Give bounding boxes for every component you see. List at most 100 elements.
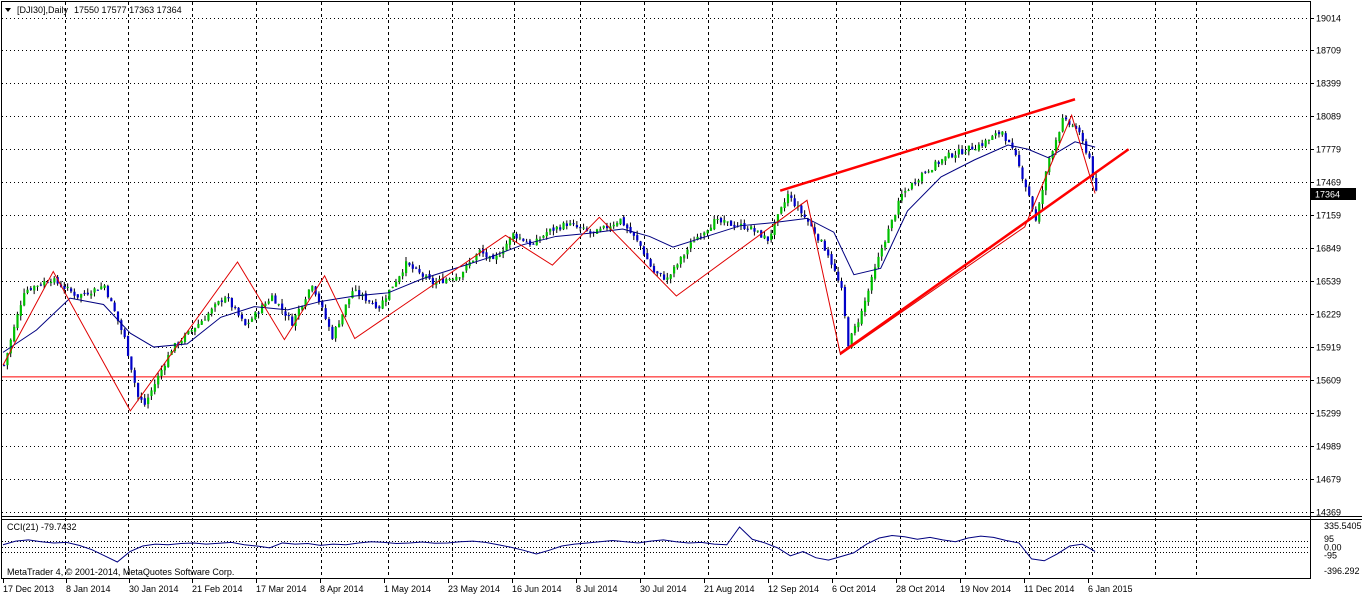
candle-bear	[106, 285, 110, 298]
main-header: [DJI30],Daily 17550 17577 17363 17364	[17, 5, 182, 15]
candle-bull	[247, 322, 250, 324]
candle-bear	[971, 146, 974, 150]
candle-bull	[344, 304, 347, 315]
candle-bear	[997, 131, 1001, 135]
candle-bear	[699, 236, 702, 238]
candle-bull	[954, 155, 957, 158]
candle-bull	[673, 266, 676, 274]
candle-bull	[26, 289, 29, 293]
candle-bear	[234, 307, 237, 309]
candle-bull	[703, 232, 706, 236]
candle-bull	[539, 239, 542, 241]
candle-bull	[726, 221, 729, 223]
time-tick-label: 8 Jan 2014	[66, 584, 111, 594]
candle-bear	[29, 288, 32, 290]
candle-bull	[723, 220, 726, 223]
candle-bear	[652, 265, 656, 273]
candle-bull	[582, 227, 585, 229]
candle-bull	[947, 152, 950, 158]
candle-bull	[187, 330, 190, 335]
time-tick-label: 1 May 2014	[384, 584, 431, 594]
candle-bull	[173, 343, 177, 352]
candle-bear	[73, 291, 76, 296]
candle-bull	[207, 313, 210, 321]
candle-bear	[639, 241, 642, 246]
time-tick-label: 8 Jul 2014	[576, 584, 618, 594]
candle-bull	[53, 278, 56, 283]
candle-bear	[981, 143, 984, 146]
time-tick-label: 16 Jun 2014	[512, 584, 562, 594]
candle-bull	[679, 256, 682, 265]
zigzag-line	[2, 113, 1096, 412]
candle-bull	[756, 230, 759, 232]
candle-bull	[1001, 131, 1004, 135]
candle-bull	[616, 222, 619, 226]
chart-menu-icon[interactable]	[5, 8, 11, 12]
candle-bull	[43, 281, 46, 286]
candle-bull	[619, 218, 622, 225]
candle-bull	[297, 308, 300, 317]
candle-bull	[93, 288, 96, 293]
candle-bear	[579, 227, 582, 229]
candle-bear	[240, 314, 244, 319]
cci-tick-label: 0.00	[1324, 543, 1342, 553]
price-tick-label: 18399	[1316, 79, 1341, 89]
candle-bull	[867, 290, 870, 303]
candle-bull	[820, 239, 823, 242]
candle-bull	[904, 191, 907, 193]
candle-bear	[368, 300, 371, 302]
candle-bull	[542, 235, 545, 238]
time-tick-label: 12 Sep 2014	[768, 584, 819, 594]
candle-bull	[894, 215, 897, 221]
candle-bear	[1088, 153, 1091, 158]
candle-bull	[49, 281, 53, 284]
candle-bear	[733, 224, 736, 227]
candle-bull	[877, 256, 880, 268]
candle-bull	[857, 322, 860, 328]
main-header-ohlc: 17550 17577 17363 17364	[74, 5, 182, 15]
candle-bull	[351, 291, 354, 299]
cci-tick-label: -95	[1324, 550, 1337, 560]
candle-bull	[19, 305, 22, 316]
candle-bull	[334, 327, 337, 339]
candle-bear	[753, 228, 756, 232]
time-tick-label: 8 Apr 2014	[320, 584, 364, 594]
time-tick-label: 17 Mar 2014	[256, 584, 307, 594]
candle-bull	[853, 326, 857, 333]
candle-bull	[277, 304, 280, 306]
candle-bull	[860, 310, 863, 324]
candle-bear	[626, 224, 629, 229]
candle-bull	[16, 314, 19, 328]
candle-bear	[143, 398, 146, 405]
candle-bull	[505, 243, 508, 251]
candle-bull	[669, 274, 672, 279]
candle-bull	[341, 314, 344, 325]
candle-bear	[133, 370, 136, 383]
candle-bull	[465, 264, 468, 271]
time-tick-label: 19 Nov 2014	[960, 584, 1011, 594]
cci-tick-label: 335.5405	[1324, 521, 1362, 531]
candle-bear	[1091, 156, 1094, 178]
candle-bull	[180, 340, 183, 344]
candle-bull	[716, 219, 719, 221]
candle-bull	[897, 200, 900, 215]
candle-bear	[113, 302, 116, 312]
cci-tick-label: 95	[1324, 534, 1334, 544]
candle-bull	[190, 330, 193, 332]
candle-bear	[39, 284, 43, 286]
candle-bull	[254, 312, 257, 320]
candle-bear	[515, 233, 518, 239]
candle-bear	[418, 268, 421, 273]
candle-bull	[1054, 140, 1058, 152]
price-tick-label: 18709	[1316, 46, 1341, 56]
candle-bull	[147, 397, 150, 405]
candle-bear	[230, 298, 233, 308]
candle-bear	[327, 319, 331, 327]
price-tick-label: 14989	[1316, 442, 1341, 452]
candle-bull	[920, 173, 924, 182]
candle-bull	[709, 227, 713, 231]
candle-bear	[572, 223, 575, 225]
candle-bull	[612, 224, 615, 227]
candle-bull	[217, 301, 220, 305]
